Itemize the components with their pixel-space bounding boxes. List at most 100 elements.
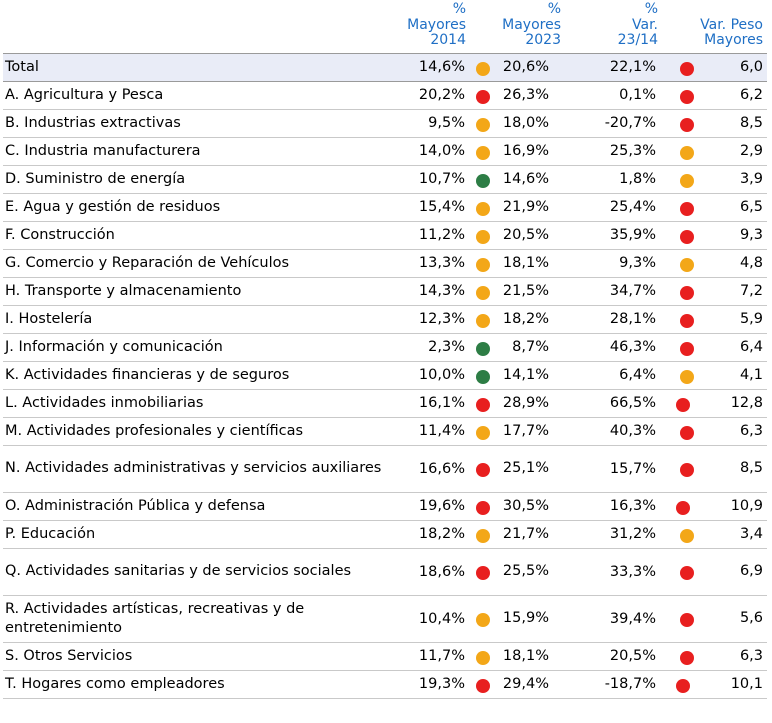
header-line: Mayores [704, 32, 763, 48]
cell-var-23-14: 34,7% [565, 277, 662, 306]
status-dot-2023-icon [476, 145, 490, 160]
header-line: % [547, 1, 561, 17]
table-row: E. Agua y gestión de residuos 15,4% 21,9% 2… [3, 193, 767, 222]
cell-var-peso-value: 2,9 [739, 142, 763, 159]
sector-table: % Mayores 2014 % Mayores 2023 % Var. 23/14 Var… [3, 1, 767, 699]
table-row: K. Actividades financieras y de seguros 1… [3, 361, 767, 390]
sector-label: A. Agricultura y Pesca [3, 81, 385, 110]
cell-mayores-2023-value: 18,1% [502, 254, 549, 271]
table-row: F. Construcción 11,2% 20,5% 35,9% 9,3 [3, 221, 767, 250]
cell-var-23-14-value: 33,3% [609, 563, 656, 580]
cell-mayores-2023-value: 18,2% [502, 310, 549, 327]
cell-var-peso: 5,6 [662, 595, 767, 643]
sector-label-value: B. Industrias extractivas [5, 114, 181, 131]
cell-mayores-2023: 28,9% [470, 389, 565, 418]
cell-var-23-14: -18,7% [565, 670, 662, 699]
cell-var-23-14-value: 40,3% [609, 423, 656, 439]
cell-mayores-2014-value: 16,6% [418, 460, 465, 477]
sector-label: N. Actividades administrativas y servici… [3, 445, 385, 493]
cell-mayores-2014: 14,3% [385, 277, 470, 306]
cell-mayores-2023-value: 21,7% [502, 525, 549, 542]
sector-label-value: M. Actividades profesionales y científic… [5, 422, 304, 439]
table-row: L. Actividades inmobiliarias 16,1% 28,9% 66… [3, 389, 767, 418]
cell-var-peso-value: 10,1 [730, 675, 763, 692]
cell-var-peso: 9,3 [662, 221, 767, 250]
cell-var-23-14-value: 46,3% [609, 339, 656, 355]
cell-var-peso-value: 5,6 [739, 610, 763, 626]
sector-label-value: I. Hostelería [5, 310, 93, 327]
cell-mayores-2014: 11,4% [385, 417, 470, 446]
cell-mayores-2014-value: 18,2% [418, 526, 465, 542]
status-dot-peso-icon [680, 650, 694, 665]
cell-mayores-2014-value: 14,3% [418, 283, 465, 299]
cell-mayores-2023: 21,5% [470, 277, 565, 306]
cell-var-23-14: 39,4% [565, 595, 662, 643]
cell-var-peso-value: 6,0 [739, 58, 763, 75]
cell-mayores-2023-value: 20,5% [502, 226, 549, 243]
cell-var-23-14-value: 31,2% [609, 526, 656, 542]
status-dot-2023-icon [476, 425, 490, 440]
cell-var-23-14: 15,7% [565, 445, 662, 493]
header-line: 2014 [430, 32, 466, 48]
cell-var-peso: 8,5 [662, 445, 767, 493]
cell-mayores-2023: 14,6% [470, 165, 565, 194]
header-line: Var. [632, 16, 658, 33]
status-dot-2023-icon [476, 117, 490, 132]
status-dot-peso-icon [680, 369, 694, 384]
status-dot-2023-icon [476, 650, 490, 665]
sector-label: J. Información y comunicación [3, 333, 385, 362]
cell-var-23-14: 16,3% [565, 492, 662, 521]
status-dot-peso-icon [680, 566, 694, 580]
header-line: % [644, 1, 658, 17]
cell-mayores-2023: 20,5% [470, 221, 565, 250]
sector-label-value: G. Comercio y Reparación de Vehículos [5, 254, 290, 271]
cell-var-23-14-value: 25,4% [609, 199, 656, 215]
cell-mayores-2023: 25,5% [470, 548, 565, 596]
sector-label: Total [3, 52, 385, 82]
status-dot-2023-icon [476, 397, 490, 412]
cell-var-23-14: 35,9% [565, 221, 662, 250]
cell-var-23-14: 9,3% [565, 249, 662, 278]
cell-mayores-2014-value: 10,4% [418, 610, 465, 627]
sector-label: Q. Actividades sanitarias y de servicios… [3, 548, 385, 596]
cell-mayores-2023: 25,1% [470, 445, 565, 493]
status-dot-peso-icon [680, 425, 694, 440]
sector-label-value: Total [5, 58, 39, 75]
status-dot-peso-icon [676, 678, 690, 693]
cell-var-23-14-value: 16,3% [609, 498, 656, 514]
sector-label: H. Transporte y almacenamiento [3, 277, 385, 306]
cell-mayores-2023-value: 29,4% [502, 675, 549, 692]
cell-var-23-14-value: 39,4% [609, 610, 656, 627]
cell-var-peso: 3,4 [662, 520, 767, 549]
cell-mayores-2023: 21,7% [470, 520, 565, 549]
status-dot-peso-icon [680, 313, 694, 328]
cell-var-23-14: 46,3% [565, 333, 662, 362]
status-dot-2023-icon [476, 566, 490, 580]
status-dot-2023-icon [476, 61, 490, 76]
status-dot-peso-icon [680, 89, 694, 104]
cell-mayores-2023-value: 17,7% [502, 422, 549, 439]
cell-var-peso-value: 7,2 [739, 282, 763, 299]
cell-var-peso: 6,3 [662, 417, 767, 446]
status-dot-2023-icon [476, 173, 490, 188]
table-row: T. Hogares como empleadores 19,3% 29,4% -18… [3, 670, 767, 699]
table-row: I. Hostelería 12,3% 18,2% 28,1% 5,9 [3, 305, 767, 334]
cell-mayores-2023-value: 18,0% [502, 114, 549, 131]
cell-var-23-14-value: 25,3% [609, 143, 656, 159]
sector-label-value: Q. Actividades sanitarias y de servicios… [5, 563, 352, 579]
cell-mayores-2014-value: 19,3% [418, 676, 465, 692]
cell-var-peso: 5,9 [662, 305, 767, 334]
sector-label: T. Hogares como empleadores [3, 670, 385, 699]
cell-var-23-14: 31,2% [565, 520, 662, 549]
cell-var-23-14: 66,5% [565, 389, 662, 418]
table-row: D. Suministro de energía 10,7% 14,6% 1,8% 3,… [3, 165, 767, 194]
status-dot-2023-icon [476, 369, 490, 384]
cell-var-peso: 2,9 [662, 137, 767, 166]
cell-mayores-2014: 19,3% [385, 670, 470, 699]
cell-mayores-2014: 16,6% [385, 445, 470, 493]
cell-mayores-2014-value: 12,3% [418, 311, 465, 327]
cell-mayores-2023: 30,5% [470, 492, 565, 521]
header-var-peso-mayores: Var. Peso Mayores [662, 2, 767, 53]
cell-mayores-2014: 11,7% [385, 642, 470, 671]
cell-var-23-14: 22,1% [565, 52, 662, 82]
